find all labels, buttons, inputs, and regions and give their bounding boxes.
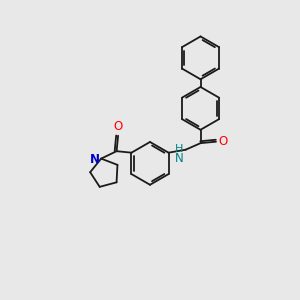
Text: O: O (218, 135, 227, 148)
Text: O: O (113, 120, 123, 133)
Text: N: N (90, 153, 100, 166)
Text: H: H (175, 144, 184, 154)
Text: N: N (175, 152, 184, 165)
